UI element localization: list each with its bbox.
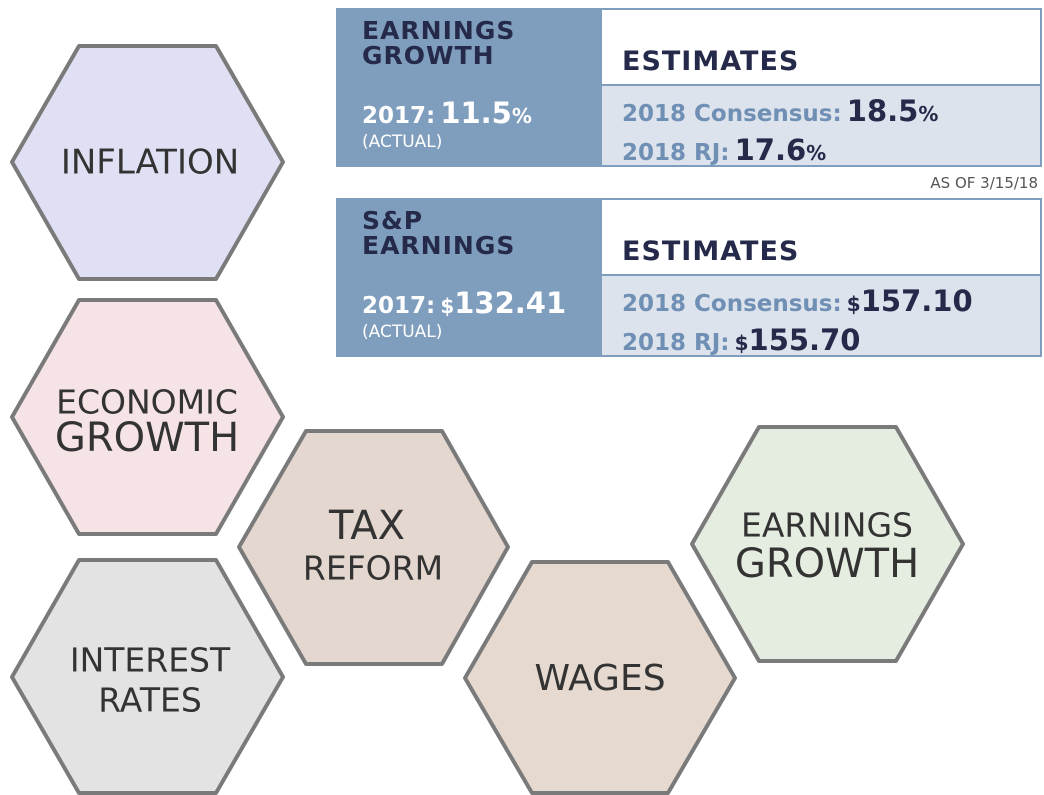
actual-cell: 2017: $132.41 (ACTUAL) [338,276,600,355]
hex-label: EARNINGS [741,506,913,545]
actual-cell: 2017: 11.5% (ACTUAL) [338,86,600,165]
header-text: S&P [362,206,424,235]
estimate: 2018 RJ: 17.6% [622,133,1040,172]
earnings-table: EARNINGS GROWTH ESTIMATES 2017: 11.5% (ACT… [336,8,1042,167]
hex-label: GROWTH [735,541,919,587]
prefix: $ [734,331,749,355]
estimate: 2018 RJ: $155.70 [622,323,1040,362]
hexagon [690,425,965,663]
label: 2018 RJ: [622,140,730,166]
header-right: ESTIMATES [602,10,1040,84]
estimate: 2018 Consensus: $157.10 [622,284,1040,323]
as-of-note: AS OF 3/15/18 [930,174,1038,192]
value: 11.5 [440,96,512,130]
suffix: % [806,141,827,165]
hexagon [10,558,285,795]
value: 157.10 [860,284,973,318]
hexagon [10,298,285,536]
hex-label: ECONOMIC [56,383,238,422]
note: (ACTUAL) [362,322,443,342]
label: 2017: [362,293,436,319]
header-left: EARNINGS GROWTH [338,10,600,84]
prefix: $ [846,292,861,316]
header-left: S&P EARNINGS [338,200,600,274]
sp-table: S&P EARNINGS ESTIMATES 2017: $132.41 (ACTU… [336,198,1042,357]
header-text: GROWTH [362,41,495,70]
suffix: % [511,104,532,128]
hex-label: WAGES [534,658,665,699]
label: 2018 Consensus: [622,291,842,317]
hexagon [463,560,737,795]
estimate: 2018 Consensus: 18.5% [622,94,1040,133]
hex-label: TAX [328,503,405,549]
hex-label: INFLATION [61,143,239,183]
value: 155.70 [748,323,861,357]
hexagon [10,44,285,281]
hexagon [237,429,510,666]
value: 18.5 [846,94,919,128]
label: 2018 RJ: [622,330,730,356]
estimates-cell: 2018 Consensus: $157.10 2018 RJ: $155.70 [602,276,1040,357]
header-right: ESTIMATES [602,200,1040,274]
hex-label: INTEREST [70,641,231,680]
suffix: % [918,102,939,126]
estimates-cell: 2018 Consensus: 18.5% 2018 RJ: 17.6% [602,86,1040,167]
label: 2018 Consensus: [622,101,842,127]
header-text: EARNINGS [362,231,516,260]
header-text: EARNINGS [362,16,516,45]
note: (ACTUAL) [362,132,443,152]
prefix: $ [440,294,455,318]
value: 132.41 [454,286,567,320]
hex-label: REFORM [303,549,443,588]
hex-label: GROWTH [55,415,239,461]
value: 17.6 [734,133,807,167]
hex-label: RATES [98,681,202,720]
label: 2017: [362,103,436,129]
